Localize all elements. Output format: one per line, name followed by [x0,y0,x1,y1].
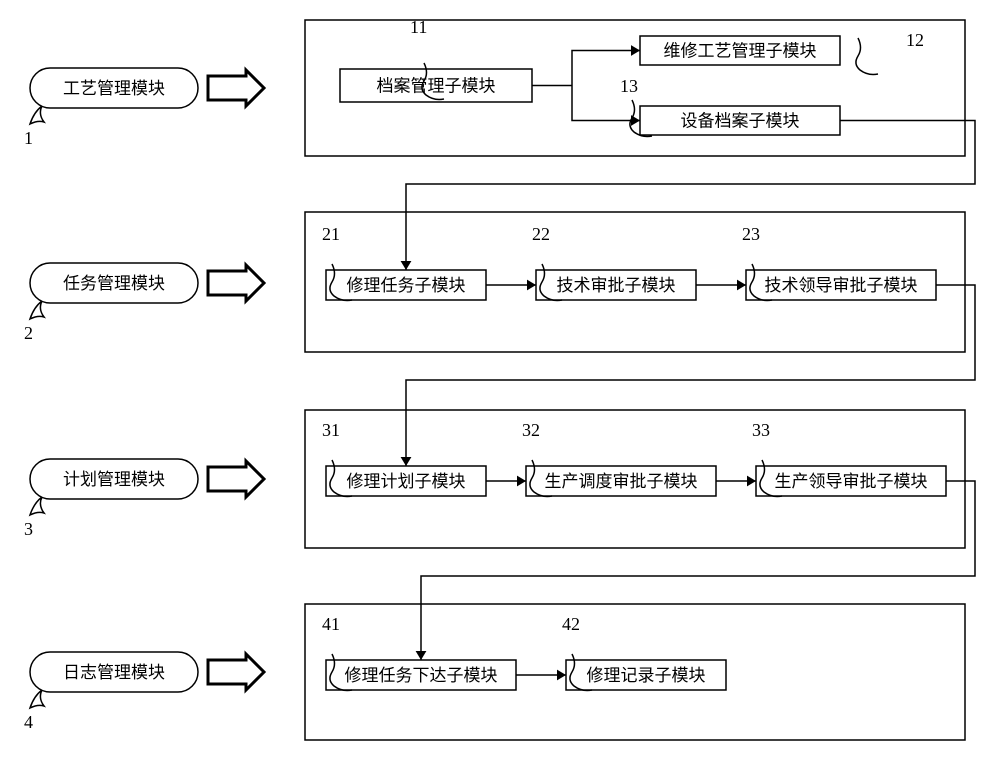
node-index-n41: 41 [322,614,340,634]
node-label-n21: 修理任务子模块 [347,276,466,295]
node-index-n22: 22 [532,224,550,244]
node-label-n41: 修理任务下达子模块 [345,666,498,685]
node-index-n32: 32 [522,420,540,440]
left-module-index-3: 3 [24,519,33,539]
node-label-n33: 生产领导审批子模块 [775,472,928,491]
big-arrow-3 [208,461,264,497]
node-index-n12: 12 [906,30,924,50]
node-label-n11: 档案管理子模块 [377,77,496,96]
diagram-canvas: 工艺管理模块 1 任务管理模块 2 计划管理模块 3 日志管理模块 4 档案管理子模块 11 维修工… [0,0,1000,776]
node-label-n13: 设备档案子模块 [681,112,800,131]
node-label-n32: 生产调度审批子模块 [545,472,698,491]
left-module-label-2: 任务管理模块 [63,274,165,293]
node-label-n23: 技术领导审批子模块 [765,276,918,295]
big-arrow-4 [208,654,264,690]
left-module-label-3: 计划管理模块 [63,470,165,489]
node-label-n31: 修理计划子模块 [347,472,466,491]
connector-n23-n31 [406,285,975,466]
left-module-label-4: 日志管理模块 [63,663,165,682]
big-arrow-1 [208,70,264,106]
connector-n13-n21 [406,121,975,271]
connector-n33-n41 [421,481,975,660]
left-module-index-4: 4 [24,712,33,732]
node-label-n22: 技术审批子模块 [557,276,676,295]
node-label-n42: 修理记录子模块 [587,666,706,685]
node-index-n13: 13 [620,76,638,96]
node-index-n21: 21 [322,224,340,244]
left-module-index-2: 2 [24,323,33,343]
left-module-index-1: 1 [24,128,33,148]
node-index-n42: 42 [562,614,580,634]
node-index-n31: 31 [322,420,340,440]
node-index-n23: 23 [742,224,760,244]
node-index-n33: 33 [752,420,770,440]
big-arrow-2 [208,265,264,301]
left-module-label-1: 工艺管理模块 [63,79,165,98]
node-index-n11: 11 [410,17,427,37]
node-label-n12: 维修工艺管理子模块 [664,42,817,61]
